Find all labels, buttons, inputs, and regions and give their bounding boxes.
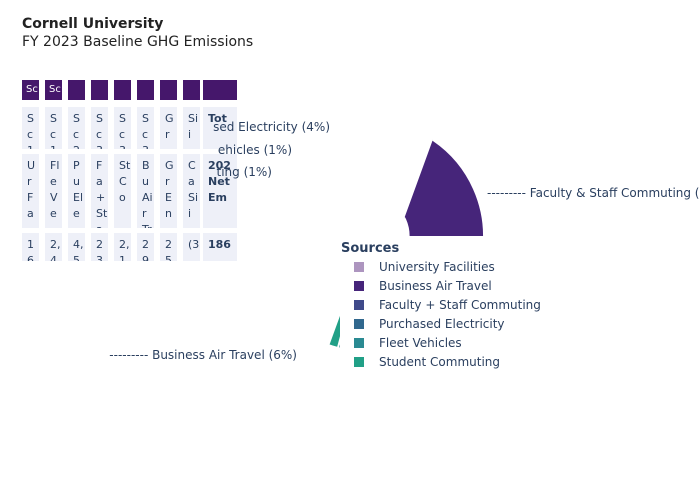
- legend-item-label[interactable]: University Facilities: [379, 260, 495, 274]
- legend-item-label[interactable]: Fleet Vehicles: [379, 336, 462, 350]
- chart-subtitle: FY 2023 Baseline GHG Emissions: [22, 34, 254, 50]
- table-cell: Gr En: [160, 154, 177, 228]
- legend-swatch[interactable]: [354, 319, 364, 329]
- legend-swatch[interactable]: [354, 338, 364, 348]
- table-cell: St Co: [114, 154, 131, 228]
- slice-annotation: sed Electricity (4%): [213, 120, 330, 134]
- table-cell: Sc 2: [68, 107, 85, 149]
- table-header-cell: Sc: [22, 80, 39, 100]
- table-header-cell: [114, 80, 131, 100]
- table-cell: Sc 1: [22, 107, 39, 149]
- table-header-cell: [91, 80, 108, 100]
- table-cell: 23: [91, 233, 108, 261]
- table-cell: 2,4: [45, 233, 62, 261]
- table-cell: 202 Net Em: [203, 154, 237, 228]
- table-cell: 4,5: [68, 233, 85, 261]
- table-header-cell: [203, 80, 237, 100]
- legend-item-label[interactable]: Faculty + Staff Commuting: [379, 298, 541, 312]
- legend-background: [340, 236, 540, 376]
- table-cell: Bu Air Tr: [137, 154, 154, 228]
- table-cell: Sc 1: [45, 107, 62, 149]
- table-cell: Pu Ele: [68, 154, 85, 228]
- legend: Sources University Facilities Business Air…: [340, 236, 541, 376]
- table-header-cell: [183, 80, 200, 100]
- slice-annotation: --------- Faculty & Staff Commuting (: [487, 186, 700, 200]
- table-cell: Ur Fa: [22, 154, 39, 228]
- legend-item-label[interactable]: Purchased Electricity: [379, 317, 505, 331]
- table-cell: Sc 3: [91, 107, 108, 149]
- table-header-cell: [137, 80, 154, 100]
- legend-swatch[interactable]: [354, 262, 364, 272]
- legend-item-label[interactable]: Student Commuting: [379, 355, 500, 369]
- legend-item-label[interactable]: Business Air Travel: [379, 279, 492, 293]
- legend-swatch[interactable]: [354, 300, 364, 310]
- table-cell: 2,1: [114, 233, 131, 261]
- table-header-cell: [160, 80, 177, 100]
- table-cell: 186: [203, 233, 237, 261]
- table-cell: 25: [160, 233, 177, 261]
- table-cell: Tot: [203, 107, 237, 149]
- table-cell: 16: [22, 233, 39, 261]
- slice-annotation: --------- Business Air Travel (6%): [109, 348, 297, 362]
- table-cell: 29: [137, 233, 154, 261]
- legend-swatch[interactable]: [354, 281, 364, 291]
- table-header-cell: Sc: [45, 80, 62, 100]
- table-cell: (3!: [183, 233, 200, 261]
- table-header-cell: [68, 80, 85, 100]
- legend-title: Sources: [341, 241, 399, 256]
- table-cell: Sc 3: [137, 107, 154, 149]
- legend-swatch[interactable]: [354, 357, 364, 367]
- table-cell: Sii: [183, 107, 200, 149]
- table-cell: Fa + Sta Co: [91, 154, 108, 228]
- table-cell: Ca Sii: [183, 154, 200, 228]
- slice-annotation: ting (1%): [217, 165, 272, 179]
- chart-title-block: Cornell University FY 2023 Baseline GHG …: [22, 15, 253, 51]
- table-cell: Sc 3: [114, 107, 131, 149]
- table-cell: Fle Ve: [45, 154, 62, 228]
- chart-title: Cornell University: [22, 16, 164, 32]
- table-cell: Gr: [160, 107, 177, 149]
- slice-annotation: ehicles (1%): [218, 143, 292, 157]
